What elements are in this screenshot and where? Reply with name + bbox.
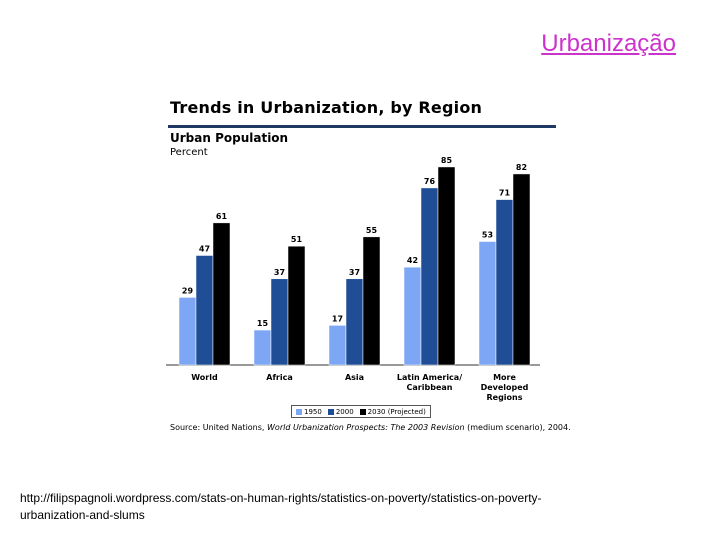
source-url-line-1[interactable]: http://filipspagnoli.wordpress.com/stats… [20, 491, 542, 505]
legend-swatch [296, 408, 302, 415]
category-label-2: Asia [345, 373, 364, 382]
source-url-line-2[interactable]: urbanization-and-slums [20, 508, 145, 522]
category-label-3: Latin America/Caribbean [397, 373, 462, 392]
category-label-line: Latin America/ [397, 373, 462, 382]
category-label-line: World [191, 373, 218, 382]
bar-2-2 [362, 236, 381, 366]
bar-2-0 [328, 325, 347, 366]
data-label-0-1: 47 [199, 244, 210, 253]
data-label-3-0: 42 [407, 256, 418, 265]
category-label-0: World [191, 373, 218, 382]
bar-4-2 [512, 173, 531, 366]
legend-swatch [359, 408, 366, 415]
chart-title: Trends in Urbanization, by Region [170, 98, 483, 117]
data-label-4-0: 53 [482, 231, 493, 240]
data-label-2-1: 37 [349, 268, 360, 277]
chart-subtitle: Urban Population [170, 131, 289, 145]
data-label-1-0: 15 [257, 319, 269, 328]
legend-label: 2030 (Projected) [367, 407, 426, 416]
category-label-1: Africa [266, 373, 293, 382]
data-label-4-1: 71 [499, 189, 511, 198]
source-title: World Urbanization Prospects: The 2003 R… [267, 423, 465, 432]
data-label-1-1: 37 [274, 268, 285, 277]
bar-1-2 [287, 245, 306, 366]
source-url[interactable]: http://filipspagnoli.wordpress.com/stats… [20, 490, 660, 524]
legend-item: 1950 [296, 408, 322, 416]
category-label-line: Developed [481, 383, 529, 392]
category-label-line: Asia [345, 373, 364, 382]
bar-1-0 [253, 329, 272, 366]
category-label-line: Africa [266, 373, 293, 382]
category-label-line: Regions [486, 393, 522, 402]
bar-3-0 [403, 266, 422, 366]
bar-4-1 [495, 199, 514, 366]
category-label-line: Caribbean [407, 383, 453, 392]
bar-0-2 [212, 222, 231, 366]
title-rule [168, 125, 556, 128]
legend-swatch [327, 408, 334, 415]
unit-label: Percent [170, 147, 208, 158]
chart-legend: 1950 2000 2030 (Projected) [291, 405, 431, 418]
data-label-0-0: 29 [182, 286, 194, 295]
data-label-3-1: 76 [424, 177, 436, 186]
bar-3-1 [420, 187, 439, 366]
legend-item: 2000 [327, 407, 354, 416]
slide-title: Urbanização [541, 30, 676, 57]
category-label-line: More [493, 373, 516, 382]
legend-label: 2000 [335, 407, 354, 416]
legend-label: 1950 [304, 407, 322, 416]
legend-item: 2030 (Projected) [359, 407, 426, 416]
bar-4-0 [478, 241, 497, 366]
bar-3-2 [437, 166, 456, 366]
source-suffix: (medium scenario), 2004. [464, 423, 571, 432]
bar-1-1 [270, 278, 289, 366]
bar-2-1 [345, 278, 364, 366]
bar-0-1 [195, 255, 214, 366]
source-prefix: Source: United Nations, [170, 423, 268, 432]
data-label-0-2: 61 [216, 212, 228, 221]
data-label-4-2: 82 [516, 163, 527, 172]
data-label-3-2: 85 [441, 156, 453, 165]
chart-source: Source: United Nations, World Urbanizati… [170, 423, 571, 432]
category-label-4: More Developed Regions [481, 373, 529, 402]
data-label-1-2: 51 [291, 235, 303, 244]
data-label-2-0: 17 [332, 314, 343, 323]
bar-0-0 [178, 297, 197, 366]
data-label-2-2: 55 [366, 226, 378, 235]
